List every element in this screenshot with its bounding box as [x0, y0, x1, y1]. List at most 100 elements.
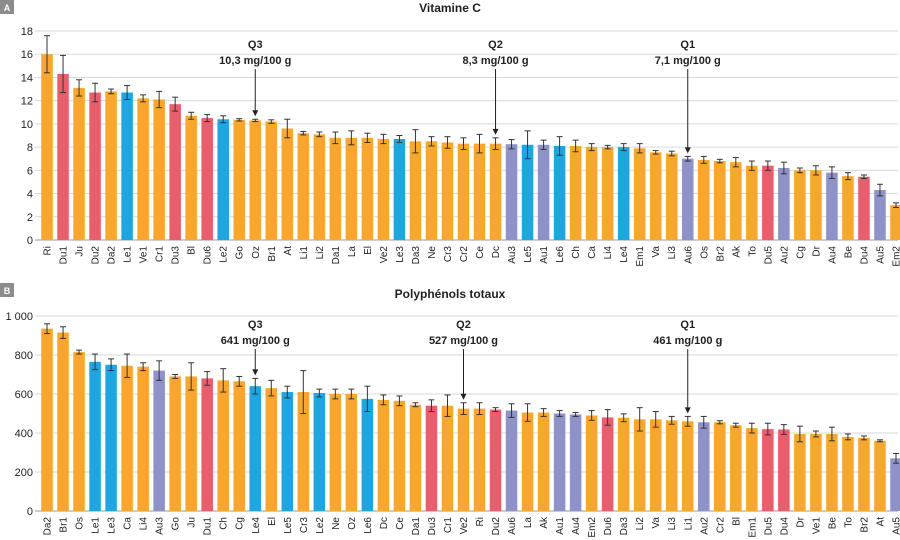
- x-tick-label: Go: [235, 246, 246, 260]
- x-tick-label: Be: [843, 246, 854, 259]
- bar-Ca: [121, 365, 133, 511]
- y-tick-label: 10: [21, 119, 33, 131]
- error-bar-Va: [652, 150, 659, 155]
- error-bar-Be: [828, 426, 835, 442]
- error-bar-Le6: [364, 385, 371, 413]
- error-bar-El: [268, 379, 275, 397]
- x-tick-label: Du3: [171, 246, 182, 265]
- bar-Ce: [473, 143, 486, 240]
- y-tick-label: 8: [27, 142, 33, 154]
- error-bar-Va: [652, 411, 659, 428]
- error-bar-Cr3: [300, 370, 307, 414]
- bar-Au5: [890, 458, 900, 511]
- quartile-q1: Q1 461 mg/100 g: [653, 319, 722, 414]
- y-tick-label: 6: [27, 165, 33, 177]
- bar-Au3: [505, 144, 518, 240]
- x-tick-label: Du1: [203, 517, 214, 536]
- error-bar-Le1: [92, 353, 99, 371]
- y-tick-label: 400: [15, 428, 33, 440]
- bar-Br2: [858, 437, 870, 511]
- bar-Ri: [473, 408, 486, 511]
- arrow-head-icon: [492, 128, 499, 135]
- error-bar-Du4: [780, 424, 787, 435]
- error-bar-Li1: [300, 130, 307, 136]
- bar-Ve2: [457, 408, 470, 511]
- panel-vitamine-c: A Vitamine C Q3 10,3 mg/100 g Q2 8,3 mg/100…: [0, 0, 900, 267]
- bar-Le2: [313, 393, 326, 511]
- error-bar-Au4: [828, 166, 835, 179]
- x-tick-label: Bl: [731, 517, 742, 526]
- error-bar-Be: [844, 172, 851, 181]
- error-bar-Bl: [732, 422, 739, 428]
- bar-Go: [169, 376, 181, 511]
- x-tick-label: Du2: [491, 517, 502, 536]
- x-tick-label: Cr1: [155, 246, 166, 263]
- x-tick-label: Au5: [875, 246, 886, 264]
- bar-Au2: [778, 168, 790, 240]
- bar-Cr1: [441, 405, 454, 511]
- bar-Ve1: [810, 433, 822, 511]
- y-tick-label: 0: [27, 506, 33, 518]
- error-bar-Br1: [268, 119, 275, 124]
- x-tick-label: Os: [699, 246, 710, 259]
- error-bar-Li2: [636, 407, 643, 432]
- x-tick-label: Li3: [667, 517, 678, 531]
- quartile-label: Q3: [248, 39, 263, 51]
- bar-Em1: [633, 148, 646, 240]
- bar-Em1: [746, 428, 758, 511]
- x-axis-ticks: Da2 Br1 Os Le1 Le3 Ca Li4 Au3 Go Ju Du1 Ch Cg Le4 El Le…: [43, 516, 900, 538]
- quartile-value: 641 mg/100 g: [221, 335, 290, 347]
- error-bar-Du1: [204, 371, 211, 386]
- bar-Oz: [345, 394, 358, 511]
- error-bar-Ve2: [460, 402, 467, 415]
- x-tick-label: Au5: [891, 517, 900, 535]
- bar-At: [874, 440, 886, 511]
- bar-Va: [649, 419, 662, 511]
- x-tick-label: Os: [75, 517, 86, 530]
- y-tick-label: 2: [27, 212, 33, 224]
- error-bar-Dc: [492, 137, 499, 150]
- x-tick-label: Ak: [539, 516, 550, 529]
- x-tick-label: Du3: [427, 517, 438, 536]
- x-tick-label: Le4: [619, 246, 630, 263]
- y-tick-label: 0: [27, 235, 33, 247]
- error-bar-Le1: [124, 85, 131, 101]
- x-tick-label: To: [843, 517, 854, 528]
- bar-Le6: [553, 145, 566, 240]
- quartile-label: Q3: [248, 319, 263, 331]
- bar-Le2: [217, 119, 229, 240]
- x-tick-label: Dr: [811, 245, 822, 256]
- quartile-label: Q2: [456, 319, 471, 331]
- x-tick-label: Da2: [43, 517, 54, 536]
- x-tick-label: Em1: [747, 517, 758, 538]
- x-tick-label: Au3: [155, 517, 166, 535]
- x-tick-label: Br2: [715, 246, 726, 262]
- error-bar-Em2: [892, 202, 899, 208]
- bar-Au4: [826, 172, 838, 240]
- bar-La: [521, 412, 534, 511]
- error-bar-Cg: [796, 167, 803, 174]
- error-bar-To: [844, 433, 851, 441]
- x-tick-label: Au4: [827, 246, 838, 264]
- x-tick-label: Li1: [683, 517, 694, 531]
- bar-Au5: [874, 190, 886, 240]
- error-bar-Cr2: [460, 137, 467, 150]
- bar-Be: [826, 433, 838, 511]
- x-tick-label: Le2: [315, 517, 326, 534]
- bar-Em2: [890, 205, 900, 240]
- x-tick-label: Ca: [123, 517, 134, 530]
- bar-La: [345, 137, 358, 240]
- error-bar-Le5: [524, 130, 531, 160]
- x-tick-label: Au3: [507, 246, 518, 264]
- bar-Au1: [537, 144, 550, 240]
- x-tick-label: Cr2: [715, 517, 726, 534]
- x-tick-label: Du6: [603, 517, 614, 536]
- panel-label-badge-a: [0, 0, 14, 14]
- arrow-head-icon: [252, 110, 259, 117]
- bar-Br1: [57, 332, 69, 511]
- bar-Os: [73, 352, 85, 511]
- error-bar-Ju: [76, 79, 83, 97]
- error-bar-Dc: [380, 394, 387, 406]
- arrow-head-icon: [684, 147, 691, 154]
